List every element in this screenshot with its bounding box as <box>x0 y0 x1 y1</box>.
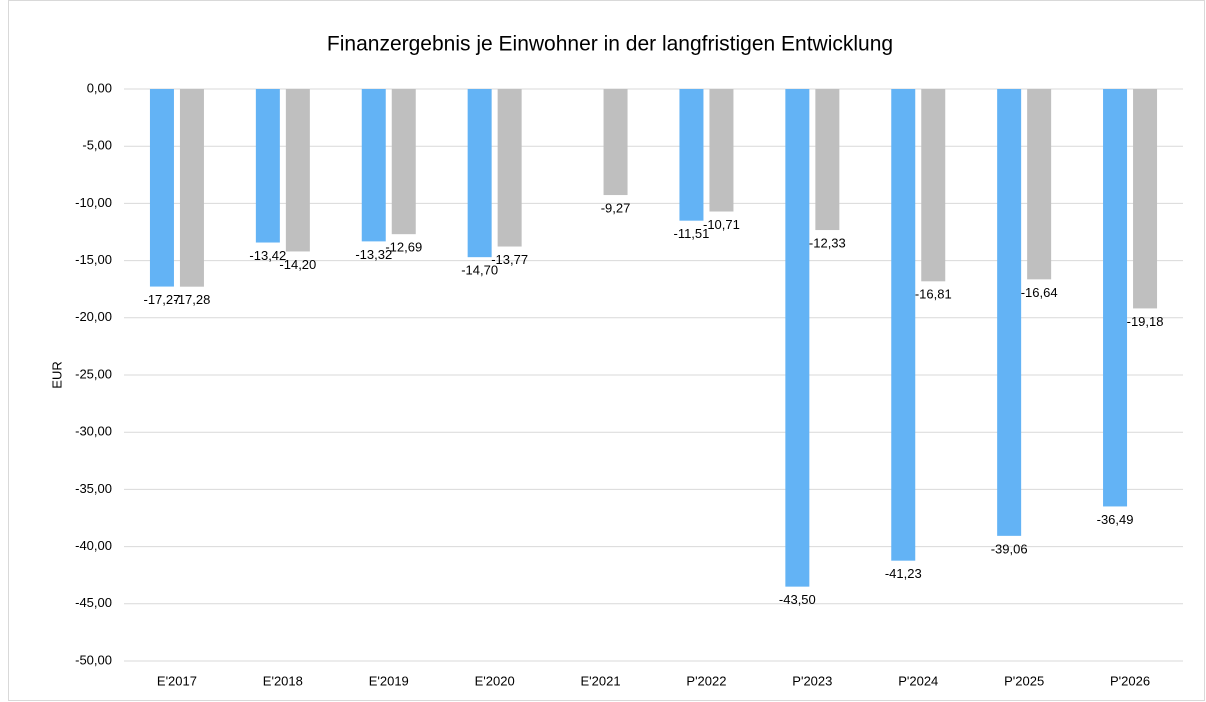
x-tick-label: P'2023 <box>792 673 832 688</box>
y-tick-label: -5,00 <box>82 138 112 153</box>
y-tick-label: 0,00 <box>87 80 112 95</box>
data-label: -17,27 <box>144 292 181 307</box>
bar <box>467 89 492 258</box>
data-label: -36,49 <box>1097 512 1134 527</box>
data-label: -17,28 <box>174 292 211 307</box>
data-label: -16,81 <box>915 287 952 302</box>
y-tick-label: -40,00 <box>75 538 112 553</box>
x-tick-label: E'2017 <box>157 673 197 688</box>
data-label: -13,77 <box>491 252 528 267</box>
y-axis-label: EUR <box>49 361 64 388</box>
y-tick-label: -25,00 <box>75 366 112 381</box>
y-tick-label: -15,00 <box>75 252 112 267</box>
y-tick-label: -35,00 <box>75 481 112 496</box>
x-tick-label: P'2024 <box>898 673 938 688</box>
x-tick-label: E'2021 <box>581 673 621 688</box>
bar <box>149 89 174 287</box>
data-label: -10,71 <box>703 217 740 232</box>
bar <box>921 89 946 282</box>
bar <box>815 89 840 231</box>
data-label: -41,23 <box>885 566 922 581</box>
x-tick-label: E'2019 <box>369 673 409 688</box>
data-label: -43,50 <box>779 592 816 607</box>
y-tick-label: -50,00 <box>75 652 112 667</box>
bar <box>361 89 386 242</box>
data-label: -11,51 <box>673 226 709 241</box>
bar <box>391 89 416 235</box>
data-label: -12,69 <box>385 240 422 255</box>
data-label: -39,06 <box>991 541 1028 556</box>
bar <box>603 89 628 196</box>
bar <box>997 89 1022 536</box>
bar <box>679 89 704 221</box>
bar <box>1133 89 1158 309</box>
y-tick-label: -30,00 <box>75 424 112 439</box>
data-label: -9,27 <box>601 200 631 215</box>
data-label: -13,32 <box>355 247 392 262</box>
x-tick-label: E'2020 <box>475 673 515 688</box>
y-tick-label: -20,00 <box>75 309 112 324</box>
bar <box>179 89 204 287</box>
bar <box>1027 89 1052 280</box>
data-label: -14,70 <box>461 263 498 278</box>
x-tick-label: P'2025 <box>1004 673 1044 688</box>
bar <box>1103 89 1128 507</box>
chart-title: Finanzergebnis je Einwohner in der langf… <box>327 33 893 56</box>
data-label: -12,33 <box>809 235 846 250</box>
bar <box>785 89 810 587</box>
bar <box>497 89 522 247</box>
bar <box>255 89 280 243</box>
data-label: -13,42 <box>249 248 286 263</box>
data-label: -16,64 <box>1021 285 1058 300</box>
y-tick-label: -45,00 <box>75 595 112 610</box>
bar <box>709 89 734 212</box>
data-label: -14,20 <box>279 257 316 272</box>
x-tick-label: E'2018 <box>263 673 303 688</box>
bar <box>285 89 310 252</box>
y-tick-label: -10,00 <box>75 195 112 210</box>
x-tick-label: P'2026 <box>1110 673 1150 688</box>
x-tick-label: P'2022 <box>686 673 726 688</box>
bar <box>891 89 916 561</box>
data-label: -19,18 <box>1127 314 1164 329</box>
